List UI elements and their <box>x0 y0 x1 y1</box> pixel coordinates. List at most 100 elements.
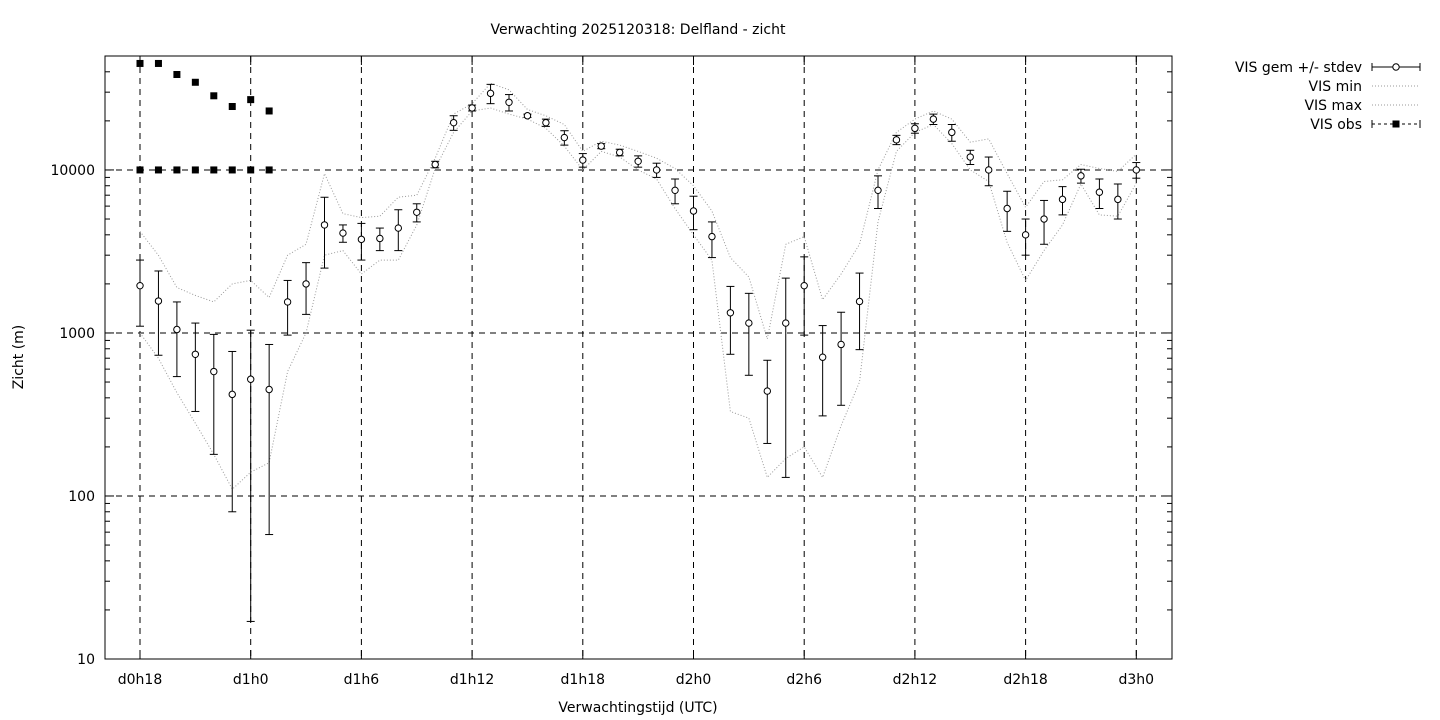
series-layer <box>136 59 1141 622</box>
y-tick-label: 1000 <box>59 326 95 342</box>
x-tick-label: d2h6 <box>786 672 822 688</box>
y-tick-label: 100 <box>68 489 95 505</box>
x-tick-label: d3h0 <box>1119 672 1155 688</box>
vis-mean-point <box>726 309 735 317</box>
vis-mean-point <box>837 340 845 349</box>
legend: VIS gem +/- stdev VIS min VIS max VIS obs <box>1235 60 1421 133</box>
vis-obs-point <box>154 166 162 174</box>
chart-title: Verwachting 2025120318: Delfland - zicht <box>491 22 786 38</box>
y-tick-label: 10 <box>77 652 95 668</box>
vis-mean-point <box>505 98 513 106</box>
vis-mean-point <box>1132 166 1141 174</box>
vis-mean-point <box>542 118 550 127</box>
vis-mean-point <box>154 297 163 305</box>
vis-mean-point <box>136 281 144 290</box>
vis-mean-point <box>985 166 993 174</box>
vis-mean-point <box>357 235 366 244</box>
plot-frame <box>104 55 1173 660</box>
vis-mean-point <box>874 186 882 195</box>
vis-mean-point <box>597 142 605 150</box>
vis-mean-point <box>1095 188 1104 196</box>
x-tick-label: d1h18 <box>561 672 605 688</box>
vis-obs-point <box>247 96 255 104</box>
vis-max-line <box>139 82 1137 340</box>
legend-swatch-marker <box>1392 63 1400 71</box>
vis-mean-point <box>800 281 808 290</box>
x-tick-label: d0h18 <box>118 672 162 688</box>
vis-obs-point <box>228 103 236 111</box>
vis-mean-point <box>449 118 458 127</box>
vis-min-line <box>139 107 1137 491</box>
vis-mean-point <box>394 224 402 232</box>
vis-mean-point <box>634 157 642 165</box>
vis-obs-point <box>265 107 273 115</box>
vis-mean-point <box>911 124 919 133</box>
y-tick-label: 10000 <box>50 163 95 179</box>
legend-swatch-marker <box>1392 120 1400 128</box>
x-tick-label: d2h12 <box>893 672 937 688</box>
vis-mean-point <box>468 104 476 112</box>
legend-label: VIS max <box>1304 98 1362 114</box>
legend-label: VIS min <box>1309 79 1362 95</box>
vis-mean-point <box>1114 195 1122 204</box>
vis-mean-point <box>173 325 181 334</box>
vis-obs-point <box>191 166 199 174</box>
vis-obs-point <box>173 71 181 79</box>
vis-obs-point <box>191 78 199 86</box>
vis-mean-point <box>1040 215 1048 223</box>
vis-mean-point <box>855 297 864 306</box>
vis-mean-point <box>892 136 901 144</box>
y-axis-label: Zicht (m) <box>11 325 27 390</box>
vis-mean-point <box>652 166 661 174</box>
vis-mean-point <box>210 367 218 376</box>
vis-mean-point <box>708 232 716 241</box>
vis-mean-point <box>320 221 329 229</box>
x-tick-label: d1h0 <box>233 672 269 688</box>
vis-obs-point <box>210 166 218 174</box>
vis-obs-point <box>228 166 236 174</box>
vis-mean-point <box>818 353 827 361</box>
vis-mean-point <box>302 280 310 288</box>
vis-mean-point <box>1021 231 1030 239</box>
vis-obs-point <box>265 166 273 174</box>
vis-mean-point <box>191 350 200 358</box>
x-tick-label: d2h18 <box>1003 672 1047 688</box>
legend-label: VIS gem +/- stdev <box>1235 60 1362 76</box>
grid-lines <box>105 56 1172 659</box>
vis-mean-point <box>782 319 790 327</box>
vis-obs-point <box>173 166 181 174</box>
vis-mean-point <box>966 153 974 161</box>
vis-mean-point <box>689 207 698 215</box>
axis-ticks: 10 100 1000 10000 d0h18 d1h0 d1h6 d1h12 d1h18 d2h… <box>50 55 1172 688</box>
vis-mean-point <box>413 208 421 216</box>
vis-mean-point <box>339 229 347 237</box>
vis-mean-point <box>579 156 587 164</box>
vis-mean-point <box>376 234 384 243</box>
vis-mean-point <box>948 128 956 137</box>
vis-mean-point <box>1077 172 1085 180</box>
vis-mean-point <box>929 115 938 123</box>
vis-mean-point <box>616 148 624 157</box>
vis-mean-point <box>745 319 753 327</box>
vis-mean-point <box>671 186 679 195</box>
vis-mean-point <box>486 89 495 98</box>
x-axis-label: Verwachtingstijd (UTC) <box>558 700 717 716</box>
vis-mean-point <box>523 112 532 120</box>
vis-mean-point <box>1058 195 1067 204</box>
vis-mean-point <box>247 375 255 383</box>
vis-mean-point <box>283 298 292 306</box>
vis-mean-point <box>560 133 569 142</box>
vis-obs-point <box>154 59 162 67</box>
vis-mean-point <box>431 160 439 169</box>
x-tick-label: d2h0 <box>676 672 712 688</box>
x-tick-label: d1h6 <box>344 672 380 688</box>
vis-obs-point <box>136 166 144 174</box>
legend-label: VIS obs <box>1310 117 1362 133</box>
vis-mean-point <box>265 385 273 394</box>
vis-obs-point <box>247 166 255 174</box>
x-tick-label: d1h12 <box>450 672 494 688</box>
vis-obs-point <box>210 92 218 100</box>
vis-mean-point <box>763 387 771 395</box>
vis-mean-point <box>1003 204 1011 213</box>
